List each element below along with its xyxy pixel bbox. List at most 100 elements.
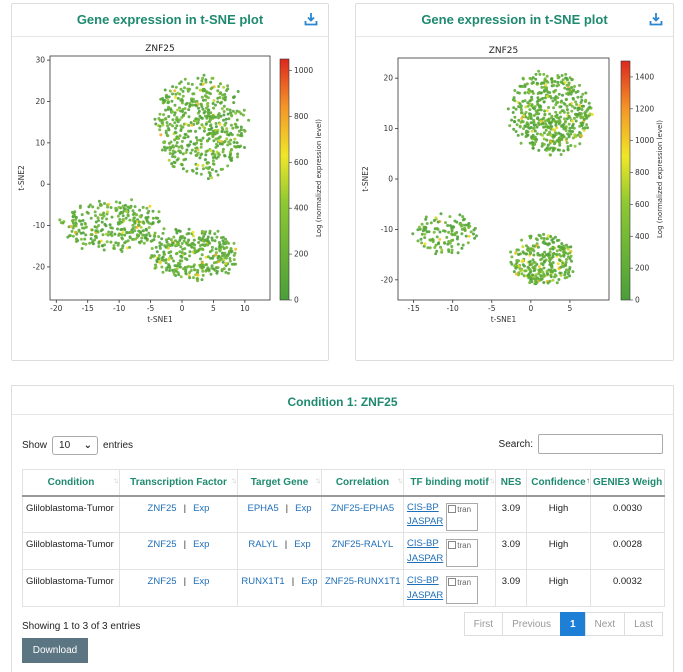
column-header-target-gene[interactable]: Target Gene ↑↓ (237, 469, 322, 497)
scatter-point (558, 259, 562, 262)
scatter-point (187, 123, 191, 127)
scatter-point (458, 213, 462, 217)
jaspar-link[interactable]: JASPAR (407, 589, 444, 601)
scatter-point (206, 133, 210, 137)
column-header-nes[interactable]: NES (495, 469, 527, 497)
scatter-point (450, 239, 453, 243)
target-gene-link[interactable]: EPHA5 (247, 502, 279, 514)
scatter-point (456, 242, 460, 246)
colorbar-tick-label: 0 (294, 296, 299, 305)
scatter-point (222, 110, 226, 113)
tf-link[interactable]: ZNF25 (147, 576, 177, 587)
scatter-point (96, 206, 100, 210)
scatter-point (535, 132, 539, 136)
scatter-point (174, 85, 178, 89)
sort-icon: ↑↓ (489, 476, 495, 485)
scatter-point (206, 177, 210, 181)
pagination-previous[interactable]: Previous (502, 612, 561, 636)
table-info: Showing 1 to 3 of 3 entries (22, 621, 141, 632)
target-gene-link[interactable]: RUNX1T1 (241, 576, 285, 587)
scatter-point (205, 102, 209, 106)
jaspar-link[interactable]: JASPAR (407, 552, 444, 564)
scatter-point (153, 235, 157, 238)
tf-exp-link[interactable]: Exp (193, 539, 210, 550)
scatter-point (449, 224, 452, 228)
scatter-point (514, 251, 518, 255)
scatter-point (528, 268, 532, 272)
tf-link[interactable]: ZNF25 (147, 502, 177, 514)
pagination: First Previous 1 Next Last (463, 612, 663, 636)
colorbar-tick-label: 600 (294, 158, 309, 167)
scatter-point (120, 236, 124, 240)
download-button[interactable]: Download (22, 638, 88, 663)
scatter-point (450, 229, 454, 233)
scatter-point (131, 219, 135, 222)
scatter-point (544, 83, 548, 87)
scatter-point (181, 247, 185, 251)
column-header-condition[interactable]: Condition ↑↓ (22, 469, 120, 497)
scatter-point (532, 123, 536, 127)
scatter-point (540, 236, 543, 240)
cisbp-link[interactable]: CIS-BP (407, 538, 439, 549)
column-header-transcription-factor[interactable]: Transcription Factor ↑↓ (119, 469, 238, 497)
scatter-point (190, 99, 194, 103)
scatter-point (202, 111, 206, 115)
search-input[interactable] (538, 434, 663, 454)
column-header-tf-binding-motif[interactable]: TF binding motif ↑↓ (403, 469, 496, 497)
cisbp-link[interactable]: CIS-BP (407, 501, 439, 513)
cisbp-link[interactable]: CIS-BP (407, 575, 439, 586)
scatter-point (211, 129, 215, 133)
correlation-link[interactable]: ZNF25-EPHA5 (330, 502, 395, 514)
scatter-point (191, 103, 195, 107)
scatter-point (177, 118, 180, 122)
scatter-point (70, 210, 74, 214)
target-exp-link[interactable]: Exp (294, 539, 311, 550)
correlation-link[interactable]: ZNF25-RALYL (331, 539, 394, 550)
scatter-point (514, 107, 518, 111)
scatter-point (568, 126, 572, 130)
scatter-point (526, 130, 530, 134)
jaspar-link[interactable]: JASPAR (407, 516, 444, 527)
pagination-page-1[interactable]: 1 (559, 612, 586, 636)
column-header-correlation[interactable]: Correlation ↑↓ (321, 469, 404, 497)
scatter-point (532, 253, 536, 257)
scatter-point (71, 221, 75, 225)
download-icon[interactable] (649, 12, 663, 26)
scatter-point (512, 270, 516, 274)
tf-exp-link[interactable]: Exp (193, 576, 210, 587)
target-exp-link[interactable]: Exp (301, 576, 318, 587)
target-exp-link[interactable]: Exp (295, 502, 312, 514)
tf-link[interactable]: ZNF25 (147, 539, 177, 550)
scatter-point (175, 251, 179, 255)
page-length-select[interactable]: 10 ⌄ (52, 436, 99, 455)
scatter-point (437, 242, 440, 246)
scatter-point (182, 113, 185, 117)
broken-image-icon (448, 578, 457, 586)
column-header-confidence[interactable]: Confidence ↑ (526, 469, 591, 497)
scatter-point (121, 244, 125, 248)
scatter-point (541, 275, 545, 279)
correlation-link[interactable]: ZNF25-RUNX1T1 (325, 576, 401, 587)
scatter-point (566, 111, 570, 115)
scatter-point (531, 244, 535, 248)
tf-exp-link[interactable]: Exp (193, 502, 210, 514)
scatter-point (212, 99, 216, 103)
scatter-point (461, 243, 465, 247)
scatter-point (530, 135, 534, 139)
scatter-point (197, 106, 200, 110)
scatter-point (105, 217, 109, 221)
download-icon[interactable] (304, 12, 318, 26)
pagination-first[interactable]: First (463, 612, 504, 636)
scatter-point (542, 137, 546, 141)
scatter-point (227, 140, 231, 144)
scatter-point (428, 246, 432, 250)
pagination-last[interactable]: Last (624, 612, 663, 636)
scatter-point (568, 76, 572, 80)
target-gene-link[interactable]: RALYL (248, 539, 278, 550)
pagination-next[interactable]: Next (584, 612, 626, 636)
sort-icon: ↑ (586, 476, 590, 485)
scatter-point (224, 95, 227, 99)
column-header-genie3-weight[interactable]: GENIE3 Weigh (590, 469, 665, 497)
scatter-point (529, 276, 533, 279)
scatter-point (240, 134, 244, 138)
